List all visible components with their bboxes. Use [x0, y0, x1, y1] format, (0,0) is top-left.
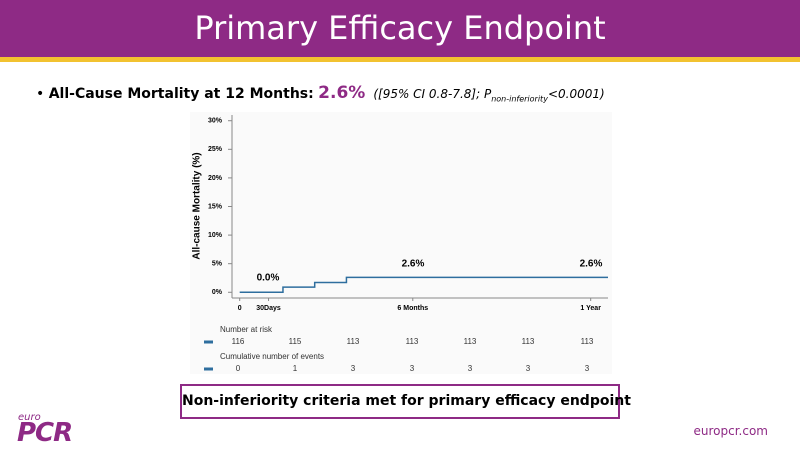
y-tick-label: 5%	[212, 261, 223, 268]
bullet-value: 2.6%	[318, 83, 366, 103]
risk-value: 113	[406, 337, 419, 346]
title: Primary Efficacy Endpoint	[0, 0, 800, 57]
risk-value: 3	[585, 364, 590, 373]
risk-row-label: Number at risk	[220, 325, 273, 334]
risk-value: 113	[347, 337, 360, 346]
risk-value: 113	[581, 337, 594, 346]
bullet-label: All-Cause Mortality at 12 Months:	[48, 86, 314, 102]
risk-value: 0	[236, 364, 241, 373]
risk-value: 115	[289, 337, 302, 346]
logo-small: euro	[18, 412, 41, 423]
survival-line	[239, 276, 608, 294]
risk-row-key	[204, 340, 213, 344]
annotation: 2.6%	[402, 259, 425, 270]
y-tick-label: 10%	[208, 232, 223, 239]
risk-row-label: Cumulative number of events	[220, 352, 324, 361]
y-tick-label: 25%	[208, 146, 223, 153]
risk-value: 113	[464, 337, 477, 346]
divider	[0, 57, 800, 62]
risk-value: 3	[526, 364, 531, 373]
risk-value: 116	[232, 337, 245, 346]
conclusion: Non-inferiority criteria met for primary…	[180, 384, 631, 419]
risk-value: 1	[293, 364, 298, 373]
y-axis-label: All-cause Mortality (%)	[192, 152, 203, 259]
chart-panel	[190, 112, 612, 374]
x-tick-label: 30Days	[256, 305, 281, 312]
risk-value: 3	[351, 364, 356, 373]
y-tick-label: 15%	[208, 203, 223, 210]
risk-row-key	[204, 367, 213, 371]
bullet-ci: ([95% CI 0.8-7.8]; Pnon-inferiority<0.00…	[373, 87, 605, 104]
y-tick-label: 0%	[212, 289, 223, 296]
logo: PCR	[17, 418, 73, 448]
ci-prefix: ([95% CI 0.8-7.8]; P	[373, 87, 492, 101]
annotation: 2.6%	[580, 259, 603, 270]
x-tick-label: 1 Year	[580, 305, 601, 312]
annotation: 0.0%	[257, 273, 280, 284]
x-tick-label: 6 Months	[397, 305, 428, 312]
ci-subscript: non-inferiority	[491, 94, 548, 104]
risk-value: 3	[410, 364, 415, 373]
y-tick-label: 30%	[208, 118, 223, 125]
x-tick-label: 0	[238, 305, 242, 312]
bullet: • All-Cause Mortality at 12 Months: 2.6%…	[36, 83, 605, 104]
risk-value: 3	[468, 364, 473, 373]
url: europcr.com	[693, 424, 769, 438]
ci-suffix: <0.0001)	[547, 87, 605, 101]
y-tick-label: 20%	[208, 175, 223, 182]
risk-value: 113	[522, 337, 535, 346]
